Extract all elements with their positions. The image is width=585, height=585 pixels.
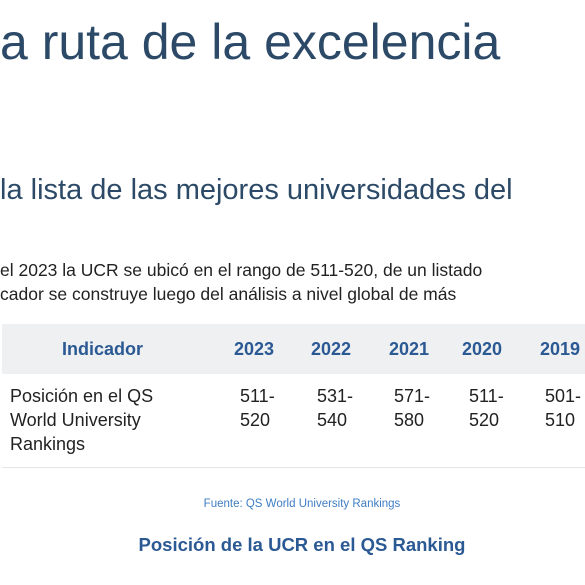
table-header-row — [2, 324, 585, 374]
cell-2020: 511- 520 — [469, 384, 504, 432]
figure-caption: Posición de la UCR en el QS Ranking — [138, 534, 466, 555]
section-heading: la lista de las mejores universidades de… — [0, 174, 513, 206]
header-2021: 2021 — [389, 339, 430, 359]
cell-2022-line-2: 540 — [317, 410, 348, 430]
header-indicador: Indicador — [62, 339, 144, 359]
cell-2023: 511- 520 — [240, 384, 275, 432]
cell-2019: 501- 510 — [545, 384, 581, 432]
cell-2022: 531- 540 — [317, 384, 353, 432]
source-link[interactable]: Fuente: QS World University Rankings — [203, 498, 401, 510]
cell-2023-line-2: 520 — [240, 410, 271, 430]
row-label-line-1: Posición en el QS — [10, 386, 154, 406]
header-2022: 2022 — [311, 339, 352, 359]
page-title: a ruta de la excelencia — [0, 14, 501, 70]
cell-2021-line-1: 571- — [394, 386, 431, 406]
row-label: Posición en el QS World University Ranki… — [10, 384, 153, 456]
cell-2021-line-2: 580 — [394, 410, 425, 430]
cell-2020-line-1: 511- — [469, 386, 504, 406]
header-2019: 2019 — [540, 339, 581, 359]
header-2023: 2023 — [234, 339, 275, 359]
cell-2019-line-1: 501- — [545, 386, 582, 406]
row-label-line-3: Rankings — [10, 434, 86, 454]
cell-2021: 571- 580 — [394, 384, 430, 432]
intro-line-2: cador se construye luego del análisis a … — [0, 284, 457, 304]
cell-2023-line-1: 511- — [240, 386, 275, 406]
table-bottom-divider — [2, 467, 585, 468]
cell-2019-line-2: 510 — [545, 410, 576, 430]
row-label-line-2: World University — [10, 410, 141, 430]
header-2020: 2020 — [462, 339, 503, 359]
cell-2020-line-2: 520 — [469, 410, 500, 430]
intro-paragraph: el 2023 la UCR se ubicó en el rango de 5… — [0, 258, 482, 306]
intro-line-1: el 2023 la UCR se ubicó en el rango de 5… — [0, 260, 483, 280]
cell-2022-line-1: 531- — [317, 386, 354, 406]
